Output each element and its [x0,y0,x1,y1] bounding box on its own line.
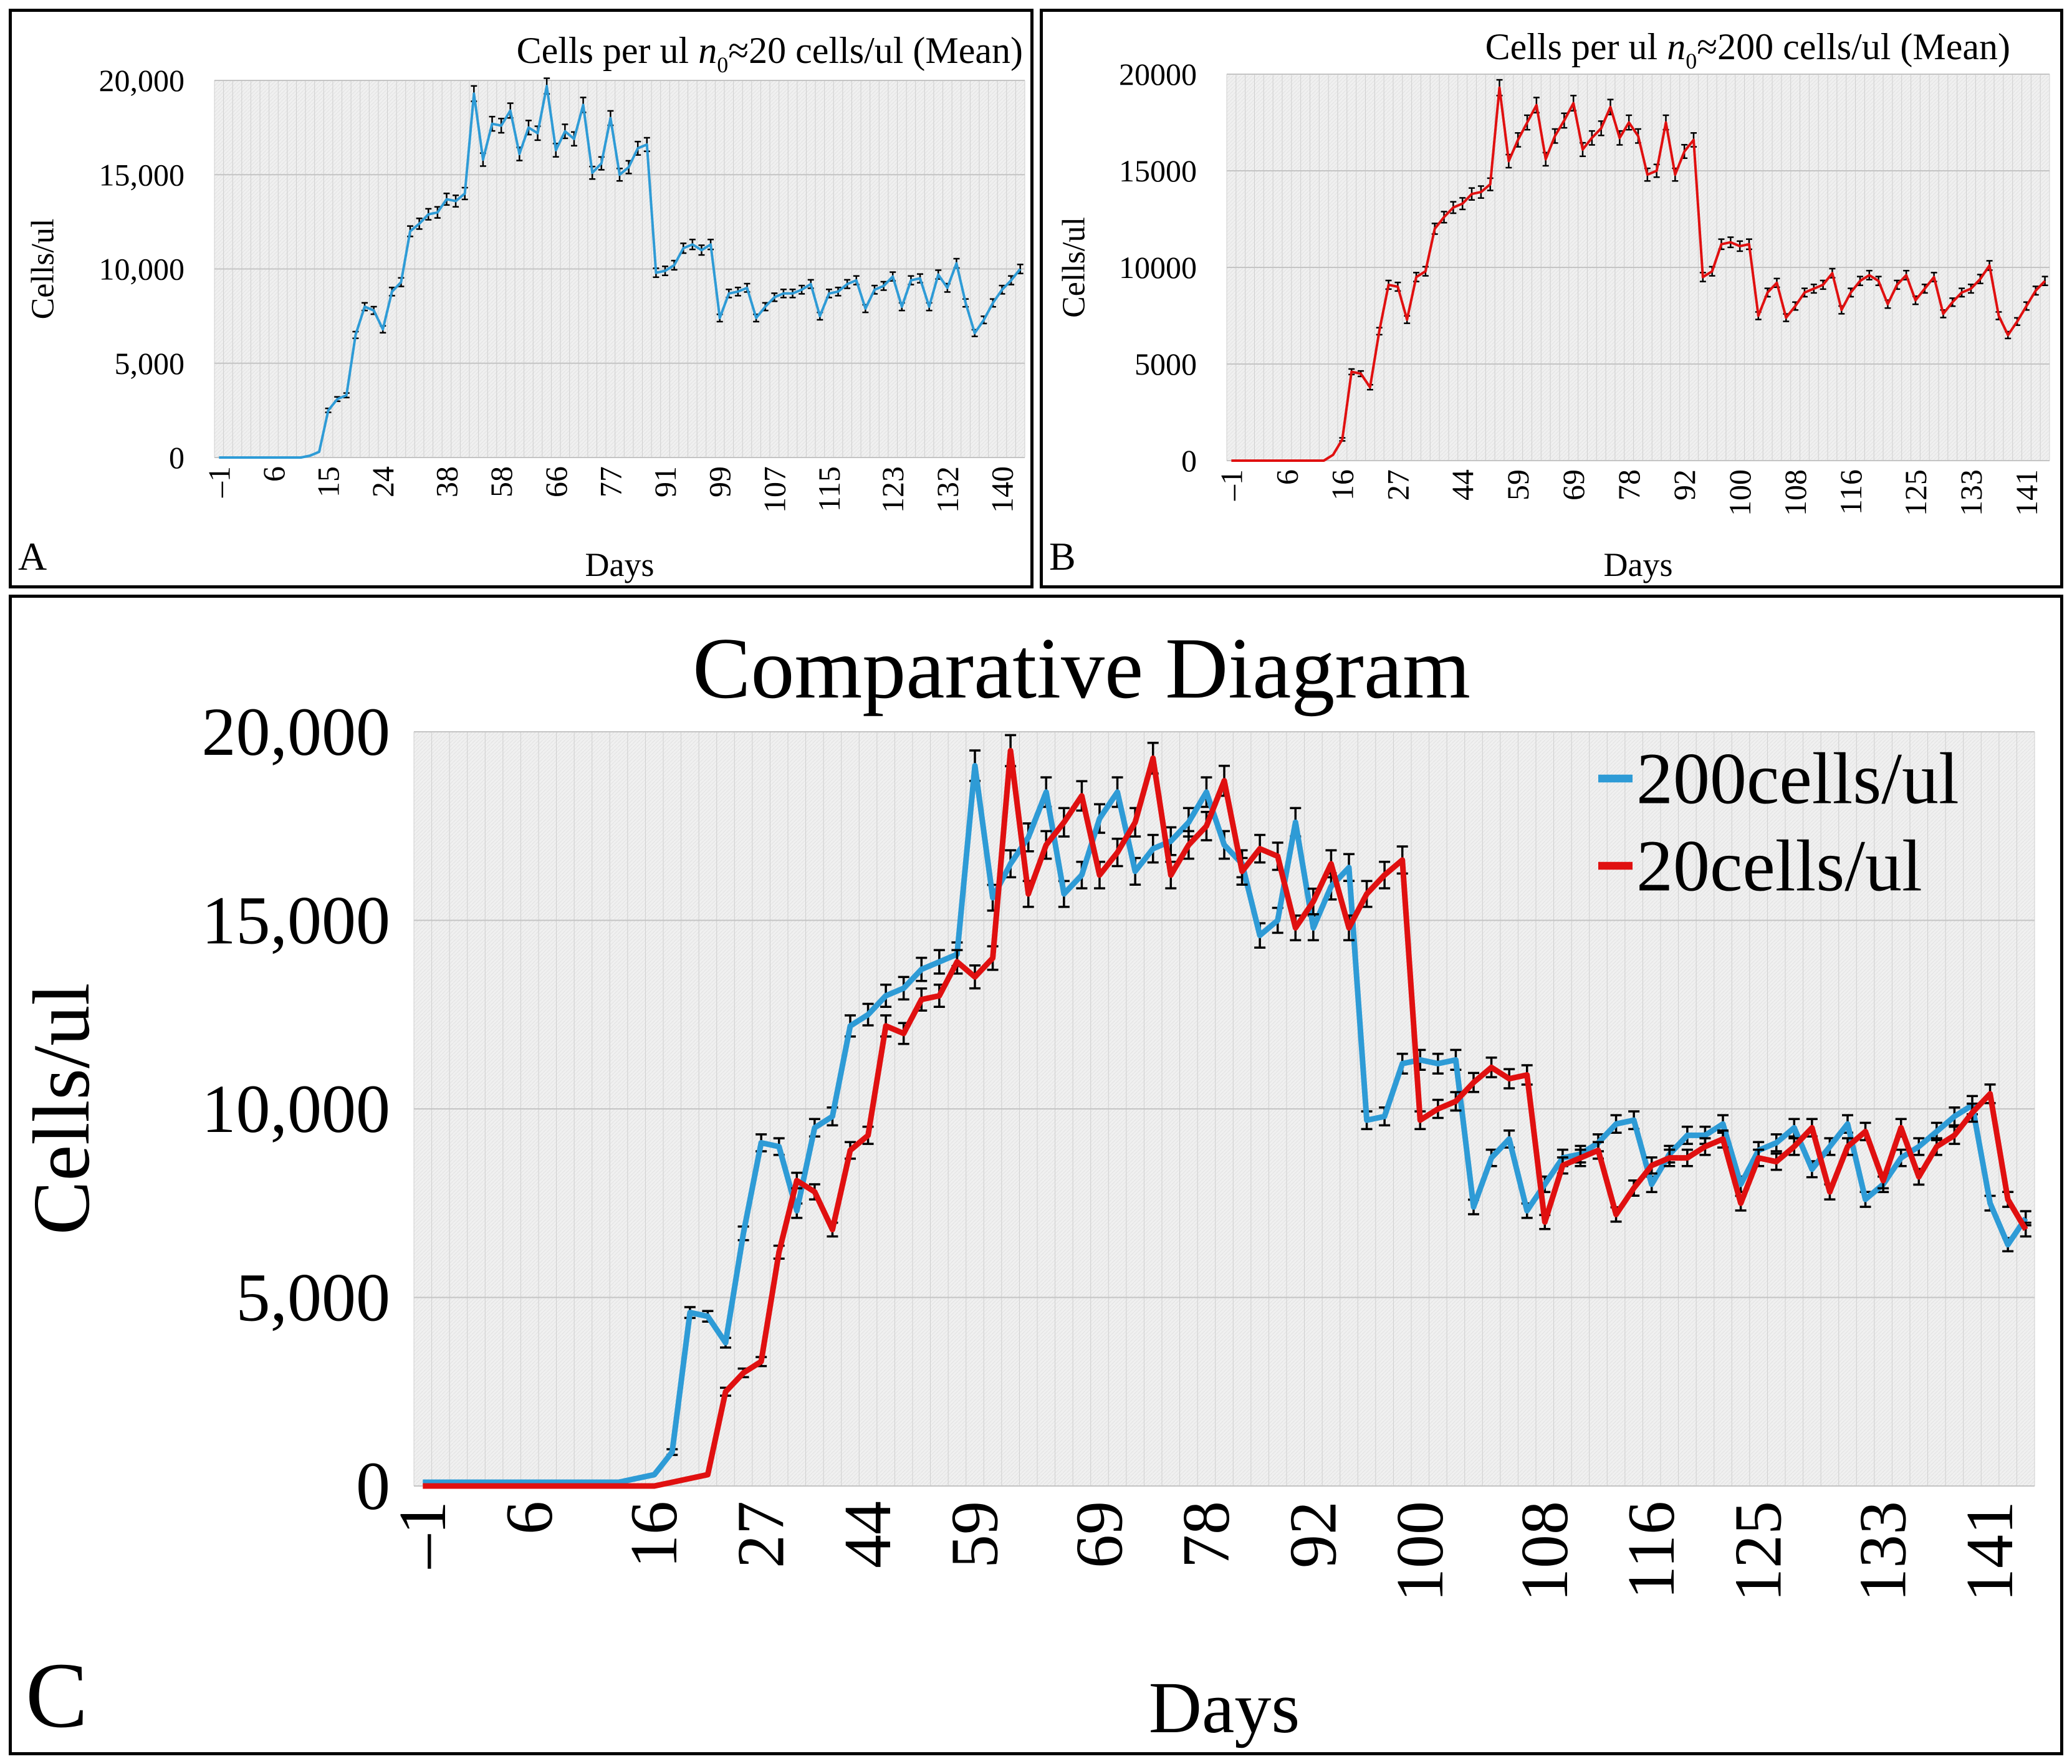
x-tick-label: 38 [429,466,464,497]
x-tick-label: 58 [484,466,519,497]
x-tick-label: 44 [1445,469,1480,501]
x-tick-label: 92 [1667,469,1702,501]
x-tick-label: 99 [703,466,737,497]
x-tick-label: 59 [938,1501,1012,1568]
x-tick-label: 133 [1846,1501,1921,1602]
x-tick-label: 27 [1380,469,1415,501]
x-tick-label: 15 [311,466,346,497]
x-tick-label: 6 [1269,469,1304,485]
series-line [423,747,2028,1489]
x-tick-label: 44 [831,1501,905,1568]
y-tick-label: 0 [169,440,185,475]
x-axis-title: Days [1604,546,1673,583]
panel-label-c: C [26,1644,89,1747]
x-tick-label: 125 [1722,1501,1796,1602]
y-tick-label: 15,000 [202,883,391,959]
x-tick-label: 100 [1722,469,1757,516]
x-tick-label: 78 [1169,1501,1244,1568]
y-tick-label: 15000 [1119,153,1197,188]
x-tick-label: 115 [812,466,847,512]
x-axis-title: Days [1149,1667,1300,1748]
x-tick-label: 91 [648,466,683,497]
panel-c: 0 5,000 10,000 15,000 20,000 –1 6 16 27 44 59 69 78 9… [9,595,2063,1755]
x-tick-label: 141 [2009,469,2044,516]
x-tick-label: 77 [593,466,628,497]
x-tick-label: 132 [930,466,965,513]
x-tick-label: –1 [386,1501,460,1569]
panel-label-b: B [1049,534,1076,578]
x-tick-label: 78 [1611,469,1646,501]
y-axis-title: Cells/ul [1057,217,1092,318]
panel-a: 0 5,000 10,000 15,000 20,000 –1 6 15 24 38 58 66 77 9… [9,9,1034,588]
x-tick-label: 66 [539,466,573,497]
x-tick-label: 125 [1898,469,1933,516]
x-tick-label: 140 [984,466,1019,513]
y-tick-label: 10,000 [99,252,185,287]
x-tick-label: 16 [617,1501,691,1568]
x-tick-label: 107 [757,466,792,513]
y-tick-label: 20000 [1119,57,1197,92]
x-tick-label: 69 [1063,1501,1137,1568]
x-tick-label: 6 [492,1501,567,1535]
series-line [219,85,1022,459]
x-tick-label: 133 [1954,469,1988,516]
y-tick-label: 5000 [1134,347,1197,381]
panel-b: 0 5000 10000 15000 20000 –1 6 16 27 44 59 69 78 92 100… [1040,9,2063,588]
x-tick-label: 59 [1500,469,1535,501]
y-tick-label: 20,000 [99,63,185,98]
y-axis-title: Cells/ul [26,219,61,320]
legend-label: 200cells/ul [1636,738,1959,820]
x-tick-label: 16 [1325,469,1360,501]
chart-c: 0 5,000 10,000 15,000 20,000 –1 6 16 27 44 59 69 78 9… [17,620,2035,1748]
series-20cells-ul [423,734,2031,1489]
x-tick-label: 123 [875,466,910,513]
y-tick-label: 5,000 [115,346,185,381]
y-tick-label: 0 [1181,443,1197,478]
y-axis-title: Cells/ul [17,983,107,1235]
x-tick-label: 92 [1276,1501,1350,1568]
x-tick-label: 69 [1556,469,1591,501]
x-tick-label: 27 [724,1501,799,1568]
series-200-cells-ul-mean- [1231,79,2048,462]
x-tick-label: 100 [1383,1501,1457,1602]
chart-title: Comparative Diagram [693,620,1470,717]
x-tick-label: 6 [256,466,291,482]
y-tick-label: 20,000 [202,694,391,770]
x-tick-label: 116 [1614,1501,1689,1599]
x-tick-label: 141 [1953,1501,2027,1602]
x-tick-label: –1 [201,466,236,498]
y-tick-label: 0 [356,1448,390,1524]
series-line [1231,86,2046,462]
panel-label-a: A [18,534,47,578]
y-tick-label: 10000 [1119,250,1197,285]
x-axis-title: Days [585,546,655,583]
chart-title: Cells per ul n0≈200 cells/ul (Mean) [1485,26,2010,74]
x-tick-label: –1 [1214,469,1249,501]
y-tick-label: 5,000 [236,1260,391,1336]
x-tick-label: 24 [365,466,400,497]
chart-a: 0 5,000 10,000 15,000 20,000 –1 6 15 24 38 58 66 77 9… [26,30,1025,583]
x-tick-label: 116 [1833,469,1868,515]
series-20-cells-ul-mean- [219,77,1024,459]
chart-b: 0 5000 10000 15000 20000 –1 6 16 27 44 59 69 78 92 100… [1057,26,2050,583]
legend-label: 20cells/ul [1636,825,1922,907]
y-tick-label: 15,000 [99,157,185,192]
x-tick-label: 108 [1508,1501,1582,1602]
x-tick-label: 108 [1778,469,1813,516]
y-tick-label: 10,000 [202,1071,391,1147]
chart-title: Cells per ul n0≈20 cells/ul (Mean) [517,30,1023,77]
